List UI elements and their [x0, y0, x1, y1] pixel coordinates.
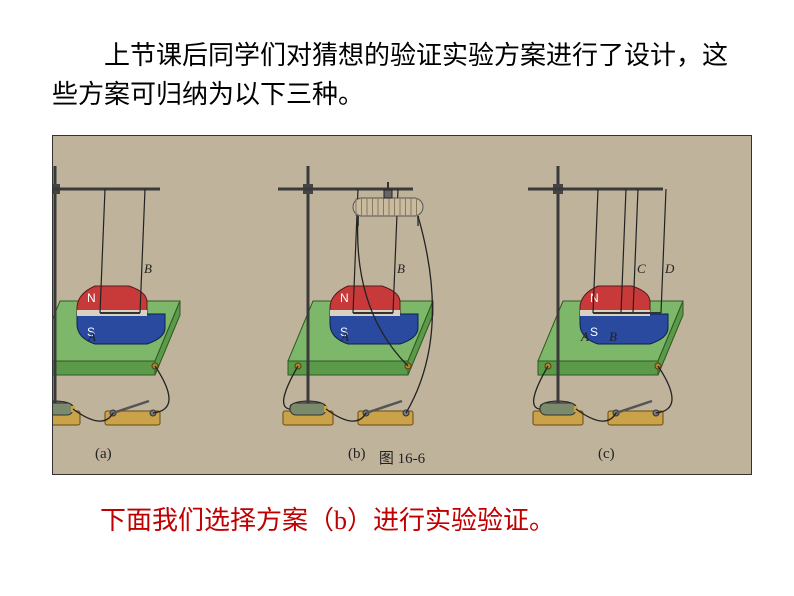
conclusion-option: b [334, 506, 347, 535]
figure-caption: 图 16-6 [53, 447, 751, 468]
svg-text:A: A [340, 329, 349, 344]
svg-text:D: D [664, 261, 675, 276]
svg-text:A: A [87, 329, 96, 344]
intro-text: 上节课后同学们对猜想的验证实验方案进行了设计，这些方案可归纳为以下三种。 [52, 41, 728, 109]
svg-text:N: N [87, 291, 96, 305]
svg-text:B: B [609, 329, 617, 344]
svg-text:B: B [397, 261, 405, 276]
conclusion-line: 下面我们选择方案（b）进行实验验证。 [100, 500, 555, 537]
svg-text:B: B [144, 261, 152, 276]
intro-paragraph: 上节课后同学们对猜想的验证实验方案进行了设计，这些方案可归纳为以下三种。 [52, 36, 742, 114]
conclusion-prefix: 下面我们选择方案（ [100, 506, 334, 535]
svg-text:S: S [590, 325, 598, 339]
figure-svg: NSBA(a)NSBA(b)NSCADB(c) [53, 136, 752, 475]
svg-text:A: A [580, 329, 589, 344]
experiment-figure: NSBA(a)NSBA(b)NSCADB(c) 图 16-6 [52, 135, 752, 475]
svg-text:C: C [637, 261, 646, 276]
svg-text:N: N [340, 291, 349, 305]
conclusion-suffix: ）进行实验验证。 [347, 506, 555, 535]
